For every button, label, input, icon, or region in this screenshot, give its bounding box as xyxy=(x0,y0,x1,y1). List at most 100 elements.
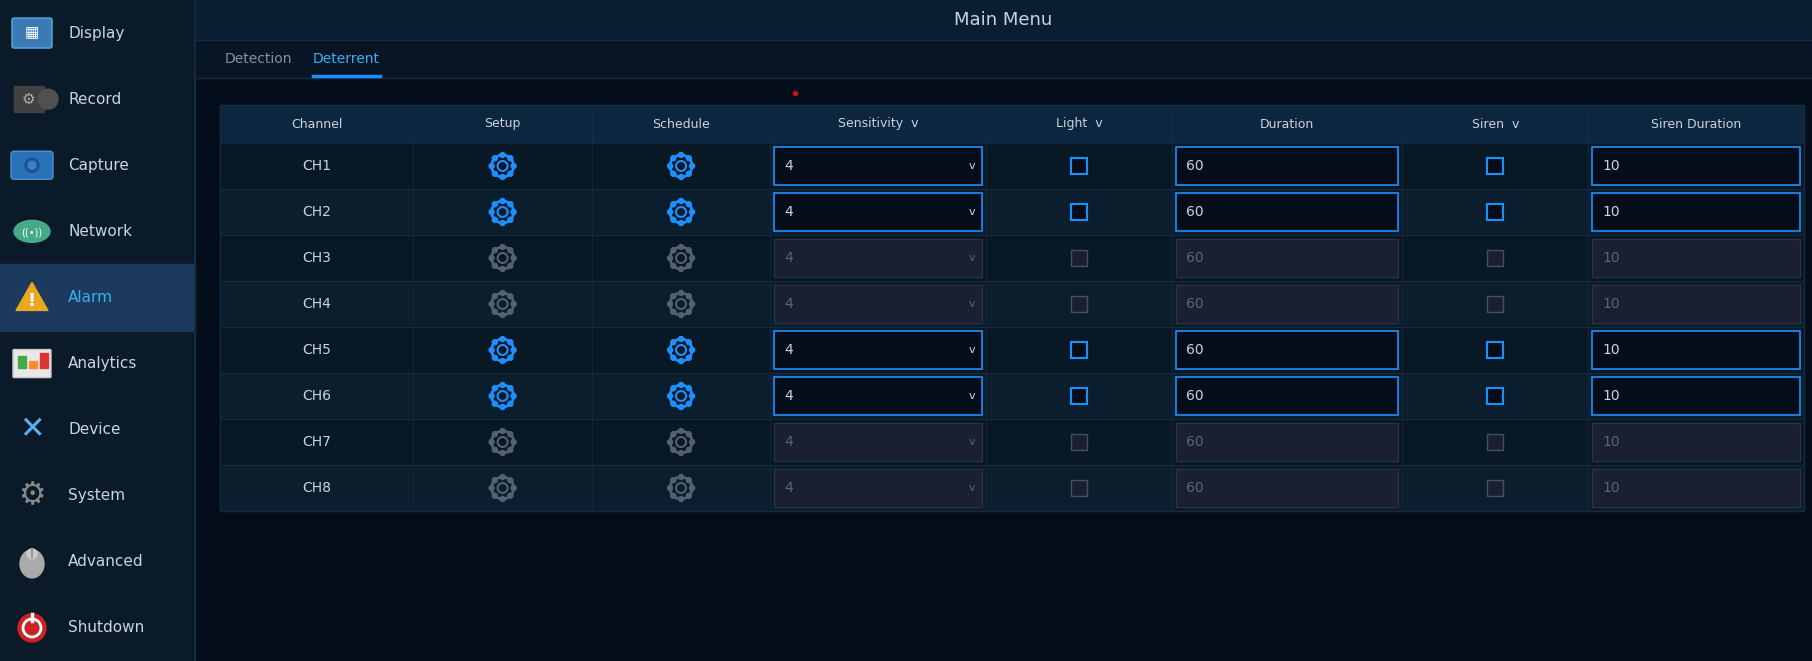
Text: 10: 10 xyxy=(1602,159,1620,173)
Circle shape xyxy=(493,217,496,222)
Circle shape xyxy=(500,496,506,502)
Circle shape xyxy=(670,493,676,498)
Text: 60: 60 xyxy=(1185,435,1203,449)
Bar xyxy=(1593,285,1799,323)
Circle shape xyxy=(507,401,513,407)
Circle shape xyxy=(500,383,506,387)
Circle shape xyxy=(678,383,683,387)
Text: 4: 4 xyxy=(785,251,794,265)
Circle shape xyxy=(687,156,692,161)
Bar xyxy=(219,189,1805,235)
Bar xyxy=(219,419,1805,465)
Text: ((•)): ((•)) xyxy=(22,227,42,237)
Circle shape xyxy=(678,358,683,364)
Bar xyxy=(1176,469,1399,507)
Text: 4: 4 xyxy=(785,205,794,219)
Bar xyxy=(1071,388,1087,404)
Text: 4: 4 xyxy=(785,389,794,403)
Circle shape xyxy=(507,432,513,437)
Circle shape xyxy=(507,217,513,222)
FancyBboxPatch shape xyxy=(11,151,53,179)
Circle shape xyxy=(687,355,692,360)
Circle shape xyxy=(687,309,692,314)
Circle shape xyxy=(690,163,694,169)
Text: Record: Record xyxy=(69,92,121,106)
Bar xyxy=(1176,239,1399,277)
Bar xyxy=(1488,480,1504,496)
Bar xyxy=(774,239,982,277)
Bar xyxy=(1071,204,1087,220)
Bar xyxy=(1488,434,1504,450)
Bar xyxy=(1176,423,1399,461)
Text: 10: 10 xyxy=(1602,297,1620,311)
Circle shape xyxy=(670,401,676,407)
Circle shape xyxy=(678,245,683,249)
Circle shape xyxy=(493,386,496,391)
Circle shape xyxy=(489,163,495,169)
Bar xyxy=(196,0,1812,40)
Bar xyxy=(1488,250,1504,266)
Circle shape xyxy=(500,290,506,295)
Circle shape xyxy=(687,340,692,345)
Text: Display: Display xyxy=(69,26,125,40)
Circle shape xyxy=(678,451,683,455)
Bar xyxy=(1593,239,1799,277)
Circle shape xyxy=(690,393,694,399)
Bar xyxy=(1593,331,1799,369)
Circle shape xyxy=(24,619,42,637)
Text: !: ! xyxy=(27,292,36,311)
Text: 60: 60 xyxy=(1185,251,1203,265)
Circle shape xyxy=(507,263,513,268)
Circle shape xyxy=(493,248,496,253)
Text: System: System xyxy=(69,488,125,503)
Circle shape xyxy=(507,478,513,483)
Text: Main Menu: Main Menu xyxy=(955,11,1053,29)
Bar xyxy=(1488,296,1504,312)
Text: ✕: ✕ xyxy=(20,415,45,444)
Circle shape xyxy=(489,485,495,490)
Circle shape xyxy=(500,451,506,455)
Text: Deterrent: Deterrent xyxy=(312,52,379,66)
Circle shape xyxy=(667,440,672,444)
Circle shape xyxy=(670,156,676,161)
Circle shape xyxy=(690,301,694,307)
Circle shape xyxy=(670,248,676,253)
Circle shape xyxy=(500,405,506,410)
Circle shape xyxy=(507,493,513,498)
Bar xyxy=(1488,342,1504,358)
Circle shape xyxy=(493,263,496,268)
Bar xyxy=(219,105,1805,511)
Circle shape xyxy=(493,478,496,483)
Circle shape xyxy=(667,485,672,490)
Text: ▦: ▦ xyxy=(25,26,40,40)
Text: v: v xyxy=(969,161,975,171)
Circle shape xyxy=(690,485,694,490)
Circle shape xyxy=(511,301,516,307)
Circle shape xyxy=(670,217,676,222)
Ellipse shape xyxy=(20,550,43,578)
Circle shape xyxy=(489,440,495,444)
Text: v: v xyxy=(969,437,975,447)
Bar xyxy=(1176,331,1399,369)
Text: 60: 60 xyxy=(1185,205,1203,219)
Bar xyxy=(0,0,196,661)
Circle shape xyxy=(678,336,683,342)
Bar xyxy=(1176,147,1399,185)
Circle shape xyxy=(678,475,683,479)
Circle shape xyxy=(493,493,496,498)
Text: Channel: Channel xyxy=(292,118,342,130)
Bar xyxy=(1488,204,1504,220)
Circle shape xyxy=(507,386,513,391)
Text: 10: 10 xyxy=(1602,343,1620,357)
Circle shape xyxy=(687,493,692,498)
Bar xyxy=(1488,158,1504,174)
Circle shape xyxy=(493,355,496,360)
Circle shape xyxy=(511,440,516,444)
Circle shape xyxy=(500,428,506,434)
Circle shape xyxy=(670,432,676,437)
Text: 10: 10 xyxy=(1602,481,1620,495)
Text: CH1: CH1 xyxy=(303,159,332,173)
Circle shape xyxy=(38,89,58,109)
Bar xyxy=(40,352,47,368)
Circle shape xyxy=(670,309,676,314)
